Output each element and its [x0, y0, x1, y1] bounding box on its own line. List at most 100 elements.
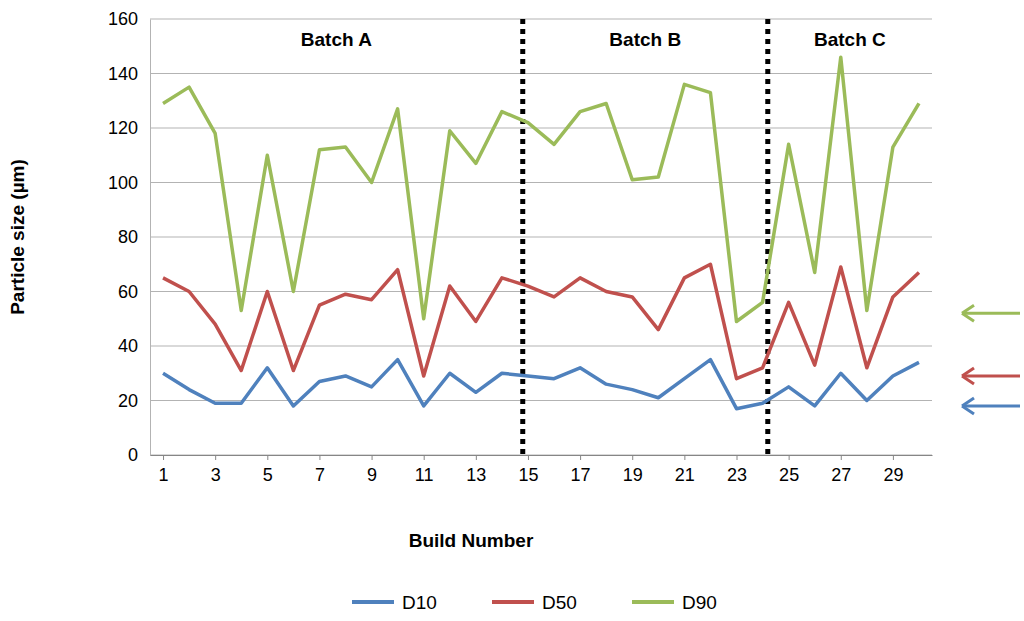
x-tick-mark — [789, 455, 790, 460]
series-line — [163, 57, 919, 321]
legend: D10 D50 D90 — [352, 592, 717, 613]
y-tick: 100 — [108, 173, 150, 193]
y-tick: 40 — [118, 336, 150, 356]
plot-area: 0204060801001201401601357911131517192123… — [108, 9, 933, 485]
legend-item: D50 — [492, 592, 577, 613]
y-tick-label: 100 — [108, 173, 138, 193]
x-tick-label: 21 — [675, 465, 695, 485]
y-tick: 120 — [108, 118, 150, 138]
grid-line — [150, 19, 932, 20]
x-tick-label: 27 — [831, 465, 851, 485]
x-tick: 21 — [675, 455, 695, 485]
y-tick: 80 — [118, 227, 150, 247]
legend-label: D10 — [402, 592, 437, 613]
grid-line — [150, 73, 932, 74]
y-tick: 60 — [118, 282, 150, 302]
x-tick: 27 — [831, 455, 851, 485]
grid — [150, 19, 932, 455]
x-tick: 23 — [727, 455, 747, 485]
x-tick-mark — [163, 455, 164, 460]
y-tick: 0 — [128, 445, 150, 465]
arrow-shaft — [964, 404, 1020, 407]
x-tick-mark — [267, 455, 268, 460]
x-tick-label: 15 — [518, 465, 538, 485]
y-tick-label: 40 — [118, 336, 138, 356]
x-tick-label: 29 — [883, 465, 903, 485]
grid-line — [150, 182, 932, 183]
legend-swatch — [492, 600, 534, 604]
grid-line — [150, 455, 932, 456]
x-tick-label: 23 — [727, 465, 747, 485]
y-tick-label: 0 — [128, 445, 138, 465]
y-axis-line — [150, 20, 151, 456]
arrow-head — [962, 368, 974, 384]
reference-arrow — [962, 368, 1020, 384]
x-tick: 13 — [466, 455, 486, 485]
x-tick-mark — [737, 455, 738, 460]
x-tick: 5 — [263, 455, 273, 485]
series-line — [163, 360, 919, 409]
y-tick: 140 — [108, 64, 150, 84]
grid-line — [150, 400, 932, 401]
x-tick-mark — [528, 455, 529, 460]
legend-swatch — [632, 600, 674, 604]
marks — [163, 19, 919, 455]
x-tick-mark — [424, 455, 425, 460]
x-tick-label: 13 — [466, 465, 486, 485]
x-tick-label: 7 — [315, 465, 325, 485]
x-tick: 19 — [623, 455, 643, 485]
batch-label: Batch B — [609, 29, 681, 50]
x-tick: 15 — [518, 455, 538, 485]
legend-swatch — [352, 600, 394, 604]
x-tick-label: 3 — [211, 465, 221, 485]
y-axis-title: Particle size (µm) — [7, 159, 28, 315]
x-tick-mark — [372, 455, 373, 460]
x-axis-title: Build Number — [409, 530, 534, 551]
x-tick-label: 1 — [159, 465, 169, 485]
x-tick: 25 — [779, 455, 799, 485]
y-tick-label: 60 — [118, 282, 138, 302]
x-tick-label: 9 — [367, 465, 377, 485]
x-axis: 1357911131517192123252729 — [151, 455, 933, 485]
y-tick-label: 140 — [108, 64, 138, 84]
x-tick-label: 5 — [263, 465, 273, 485]
x-tick: 29 — [883, 455, 903, 485]
x-tick: 11 — [415, 455, 434, 485]
batch-divider — [520, 19, 525, 455]
y-tick-label: 20 — [118, 391, 138, 411]
grid-line — [150, 346, 932, 347]
x-tick: 17 — [571, 455, 591, 485]
arrow-shaft — [964, 374, 1020, 377]
x-tick-mark — [580, 455, 581, 460]
x-tick-mark — [632, 455, 633, 460]
y-tick: 20 — [118, 391, 150, 411]
arrow-head — [962, 398, 974, 414]
x-tick-label: 17 — [571, 465, 591, 485]
legend-label: D50 — [542, 592, 577, 613]
x-tick-mark — [319, 455, 320, 460]
x-tick: 1 — [159, 455, 169, 485]
batch-label: Batch A — [301, 29, 372, 50]
y-tick-label: 160 — [108, 9, 138, 29]
arrow-shaft — [964, 312, 1020, 315]
batch-divider — [765, 19, 770, 455]
x-tick: 3 — [211, 455, 221, 485]
x-tick-mark — [893, 455, 894, 460]
grid-line — [150, 128, 932, 129]
batch-label: Batch C — [814, 29, 886, 50]
arrow-head — [962, 305, 974, 321]
y-tick-label: 120 — [108, 118, 138, 138]
x-tick-label: 19 — [623, 465, 643, 485]
chart: 0204060801001201401601357911131517192123… — [0, 0, 1024, 621]
x-tick-label: 25 — [779, 465, 799, 485]
reference-arrow — [962, 305, 1020, 321]
x-tick-mark — [215, 455, 216, 460]
y-tick-label: 80 — [118, 227, 138, 247]
grid-line — [150, 237, 932, 238]
reference-arrow — [962, 398, 1020, 414]
x-tick: 7 — [315, 455, 325, 485]
legend-label: D90 — [682, 592, 717, 613]
x-tick-mark — [476, 455, 477, 460]
y-axis: 0 20 40 60 80 100 120 140 160 — [108, 9, 151, 465]
x-tick-label: 11 — [415, 465, 434, 485]
